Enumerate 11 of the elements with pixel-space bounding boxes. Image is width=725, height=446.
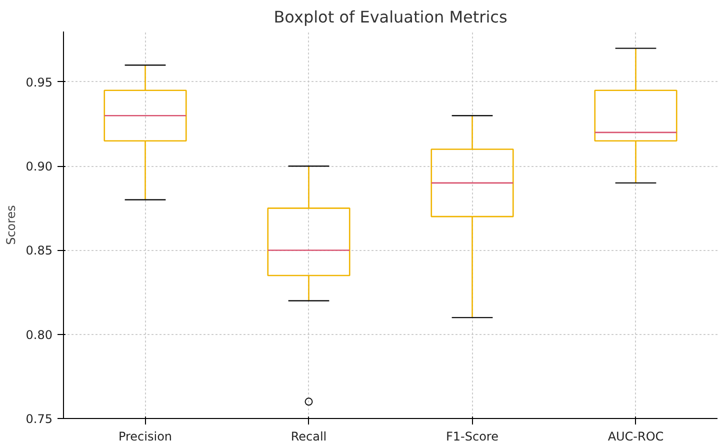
y-axis-title: Scores [4,205,18,245]
x-tick-label: Precision [118,430,172,444]
y-tick-label: 0.90 [26,160,52,174]
y-tick-label: 0.95 [26,75,52,90]
x-tick-label: AUC-ROC [608,430,664,444]
x-tick-label: F1-Score [446,430,498,444]
x-tick-label: Recall [290,430,327,444]
y-tick-label: 0.85 [26,244,52,258]
y-tick-label: 0.75 [26,412,52,426]
chart-title: Boxplot of Evaluation Metrics [274,8,508,26]
y-tick-label: 0.80 [26,328,52,342]
